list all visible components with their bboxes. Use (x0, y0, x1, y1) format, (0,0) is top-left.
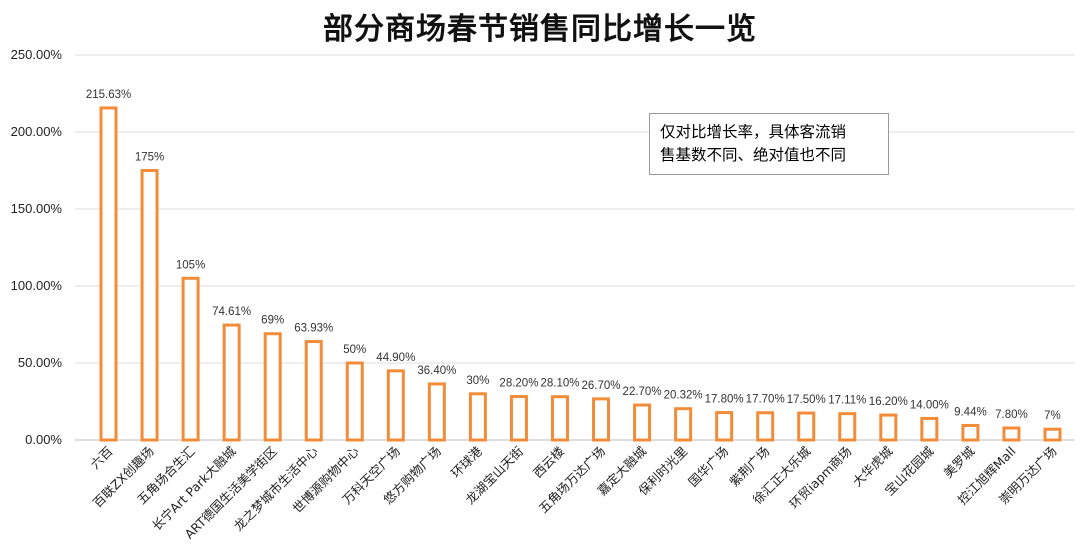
bar (99, 106, 118, 442)
bar (468, 392, 487, 442)
bar (181, 276, 200, 442)
bar (920, 416, 939, 442)
data-label: 30% (466, 375, 489, 387)
y-tick-label: 200.00% (11, 124, 63, 139)
bar (345, 361, 364, 442)
data-label: 17.70% (746, 394, 785, 406)
data-label: 105% (176, 259, 205, 271)
bar (756, 411, 775, 442)
bar (140, 169, 159, 442)
bar (1002, 426, 1021, 442)
annotation-box: 仅对比增长率，具体客流销 售基数不同、绝对值也不同 (649, 113, 889, 175)
bar (550, 395, 569, 442)
bar (427, 382, 446, 442)
y-tick-label: 50.00% (18, 355, 63, 370)
data-label: 28.10% (540, 378, 579, 390)
y-tick-label: 150.00% (11, 201, 63, 216)
data-label: 20.32% (664, 390, 703, 402)
data-label: 7% (1044, 410, 1061, 422)
bar (961, 423, 980, 442)
bar (797, 411, 816, 442)
data-label: 50% (343, 344, 366, 356)
bar (674, 407, 693, 442)
data-label: 63.93% (294, 323, 333, 335)
data-label: 16.20% (869, 396, 908, 408)
y-tick-label: 250.00% (11, 47, 63, 62)
x-tick-label: 美罗城 (940, 443, 977, 480)
bar (386, 369, 405, 442)
data-label: 215.63% (86, 89, 131, 101)
data-label: 26.70% (582, 380, 621, 392)
data-label: 7.80% (995, 409, 1028, 421)
bar (304, 340, 323, 442)
data-label: 175% (135, 152, 164, 164)
annotation-line-1: 仅对比增长率，具体客流销 (660, 123, 847, 141)
data-label: 14.00% (910, 399, 949, 411)
data-label: 69% (261, 315, 284, 327)
data-label: 17.80% (705, 394, 744, 406)
annotation-line-2: 售基数不同、绝对值也不同 (660, 146, 847, 164)
data-label: 36.40% (417, 365, 456, 377)
data-label: 74.61% (212, 306, 251, 318)
x-tick-label: 国华广场 (685, 444, 731, 490)
chart-title: 部分商场春节销售同比增长一览 (323, 12, 757, 47)
bar (715, 411, 734, 442)
data-label: 17.11% (828, 395, 866, 407)
bar (263, 332, 282, 442)
y-tick-label: 100.00% (11, 278, 63, 293)
data-label: 28.20% (499, 378, 538, 390)
bar (509, 395, 528, 442)
data-label: 44.90% (376, 352, 415, 364)
bar (633, 403, 652, 442)
bar (1043, 427, 1062, 442)
bar (592, 397, 611, 442)
y-tick-label: 0.00% (25, 432, 62, 447)
x-tick-label: 六百 (87, 444, 115, 472)
bar (879, 413, 898, 442)
x-tick-label: 西云楼 (530, 444, 567, 481)
x-tick-label: 环球港 (448, 443, 485, 480)
data-label: 22.70% (623, 386, 662, 398)
data-label: 17.50% (787, 394, 826, 406)
data-label: 9.44% (954, 406, 987, 418)
bar (222, 323, 241, 442)
bar (838, 412, 857, 442)
